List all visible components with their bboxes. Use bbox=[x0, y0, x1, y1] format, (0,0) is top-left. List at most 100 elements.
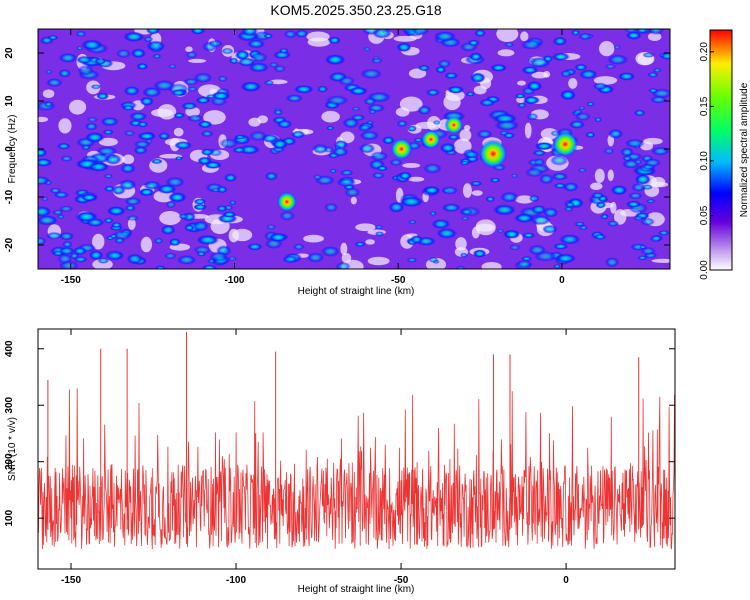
heatmap-gap bbox=[399, 96, 423, 112]
heatmap-blob bbox=[324, 202, 339, 213]
heatmap-blob bbox=[431, 218, 451, 230]
heatmap-gap bbox=[402, 162, 421, 168]
heatmap-gap bbox=[38, 116, 49, 123]
heatmap-blob bbox=[293, 84, 314, 94]
heatmap-blob bbox=[578, 225, 588, 231]
heatmap-blob bbox=[339, 169, 354, 176]
heatmap-blob bbox=[312, 143, 329, 154]
heatmap-blob bbox=[370, 57, 383, 64]
heatmap-blob bbox=[521, 65, 539, 75]
heatmap-blob bbox=[185, 51, 198, 59]
heatmap-blob bbox=[124, 205, 136, 212]
heatmap-blob bbox=[240, 81, 262, 92]
heatmap-blob bbox=[646, 199, 656, 204]
heatmap-blob bbox=[551, 52, 570, 61]
heatmap-blob bbox=[533, 250, 558, 262]
top-x-tick-label: -100 bbox=[224, 275, 244, 286]
heatmap-gap bbox=[594, 168, 605, 183]
heatmap-blob bbox=[313, 174, 322, 181]
heatmap-gap bbox=[599, 41, 615, 57]
heatmap-gap bbox=[367, 256, 390, 266]
heatmap-blob bbox=[160, 224, 176, 236]
heatmap-blob bbox=[268, 61, 279, 68]
heatmap-blob bbox=[73, 255, 89, 263]
heatmap-blob bbox=[184, 224, 195, 231]
heatmap-blob bbox=[637, 255, 648, 261]
heatmap-blob bbox=[504, 42, 515, 47]
heatmap-blob bbox=[496, 228, 505, 234]
heatmap-blob bbox=[437, 59, 452, 68]
heatmap-blob bbox=[413, 137, 424, 143]
chart-title: KOM5.2025.350.23.25.G18 bbox=[270, 2, 441, 18]
heatmap-blob bbox=[363, 47, 371, 52]
heatmap-gap bbox=[543, 71, 551, 78]
top-y-tick-label: 0 bbox=[4, 146, 15, 152]
heatmap-blob bbox=[508, 244, 521, 251]
heatmap-blob bbox=[178, 213, 189, 220]
colorbar: 0.00 0.05 0.10 0.15 0.20 Normalized spectral… bbox=[699, 29, 750, 280]
heatmap-blob bbox=[469, 72, 486, 83]
heatmap-blob bbox=[562, 182, 579, 192]
heatmap-blob bbox=[553, 243, 569, 250]
heatmap-blob bbox=[235, 49, 250, 61]
heatmap-blob bbox=[320, 245, 340, 258]
heatmap-blob bbox=[241, 29, 259, 37]
heatmap-blob bbox=[104, 250, 125, 261]
heatmap-blob bbox=[610, 184, 628, 196]
heatmap-blob bbox=[649, 234, 663, 243]
heatmap-blob bbox=[193, 72, 213, 83]
heatmap-blob bbox=[62, 240, 73, 248]
heatmap-gap bbox=[408, 68, 427, 79]
heatmap-blob bbox=[647, 71, 659, 78]
heatmap-blob bbox=[121, 104, 135, 111]
heatmap-blob bbox=[585, 131, 596, 138]
heatmap-blob bbox=[208, 251, 229, 262]
heatmap-blob bbox=[45, 69, 53, 74]
heatmap-blob bbox=[167, 64, 177, 69]
heatmap-blob bbox=[625, 31, 642, 40]
heatmap-blob bbox=[396, 120, 408, 128]
heatmap-blob bbox=[406, 257, 418, 263]
heatmap-blob bbox=[90, 84, 102, 90]
heatmap-hotspot bbox=[390, 138, 413, 160]
heatmap-blob bbox=[541, 224, 558, 234]
heatmap-blob bbox=[494, 119, 520, 131]
bottom-x-tick-label: -150 bbox=[61, 575, 81, 586]
top-y-axis-label: Frequency (Hz) bbox=[7, 115, 18, 184]
bottom-x-axis-label: Height of straight line (km) bbox=[298, 584, 415, 595]
heatmap-blob bbox=[571, 29, 580, 36]
heatmap-blob bbox=[574, 63, 588, 71]
heatmap-blob bbox=[224, 204, 234, 211]
heatmap-blob bbox=[200, 148, 214, 156]
heatmap-gap bbox=[497, 49, 515, 57]
heatmap-blob bbox=[526, 112, 539, 121]
heatmap-blob bbox=[374, 224, 384, 230]
heatmap-blob bbox=[410, 235, 424, 244]
heatmap-blob bbox=[261, 134, 280, 143]
colorbar-label: Normalized spectral amplitude bbox=[739, 82, 750, 217]
heatmap-blob bbox=[75, 211, 98, 223]
heatmap-gap bbox=[340, 242, 348, 256]
heatmap-gap bbox=[98, 137, 118, 147]
heatmap-blob bbox=[168, 238, 181, 247]
heatmap-blob bbox=[417, 105, 432, 115]
heatmap-blob bbox=[53, 191, 70, 199]
heatmap-blob bbox=[514, 213, 535, 223]
heatmap-blob bbox=[168, 192, 187, 203]
heatmap-blob bbox=[623, 29, 639, 34]
heatmap-blob bbox=[75, 30, 87, 38]
heatmap-gap bbox=[203, 110, 226, 125]
heatmap-blob bbox=[250, 52, 268, 63]
heatmap-blob bbox=[408, 219, 417, 225]
heatmap-blob bbox=[553, 264, 561, 269]
heatmap-gap bbox=[520, 31, 529, 42]
heatmap-blob bbox=[586, 101, 595, 107]
heatmap-blob bbox=[293, 243, 305, 251]
heatmap-blob bbox=[529, 194, 540, 203]
heatmap-blob bbox=[196, 251, 207, 257]
heatmap-blob bbox=[371, 172, 385, 179]
heatmap-blob bbox=[460, 208, 473, 216]
heatmap-blob bbox=[622, 155, 633, 162]
heatmap-blob bbox=[143, 180, 162, 190]
